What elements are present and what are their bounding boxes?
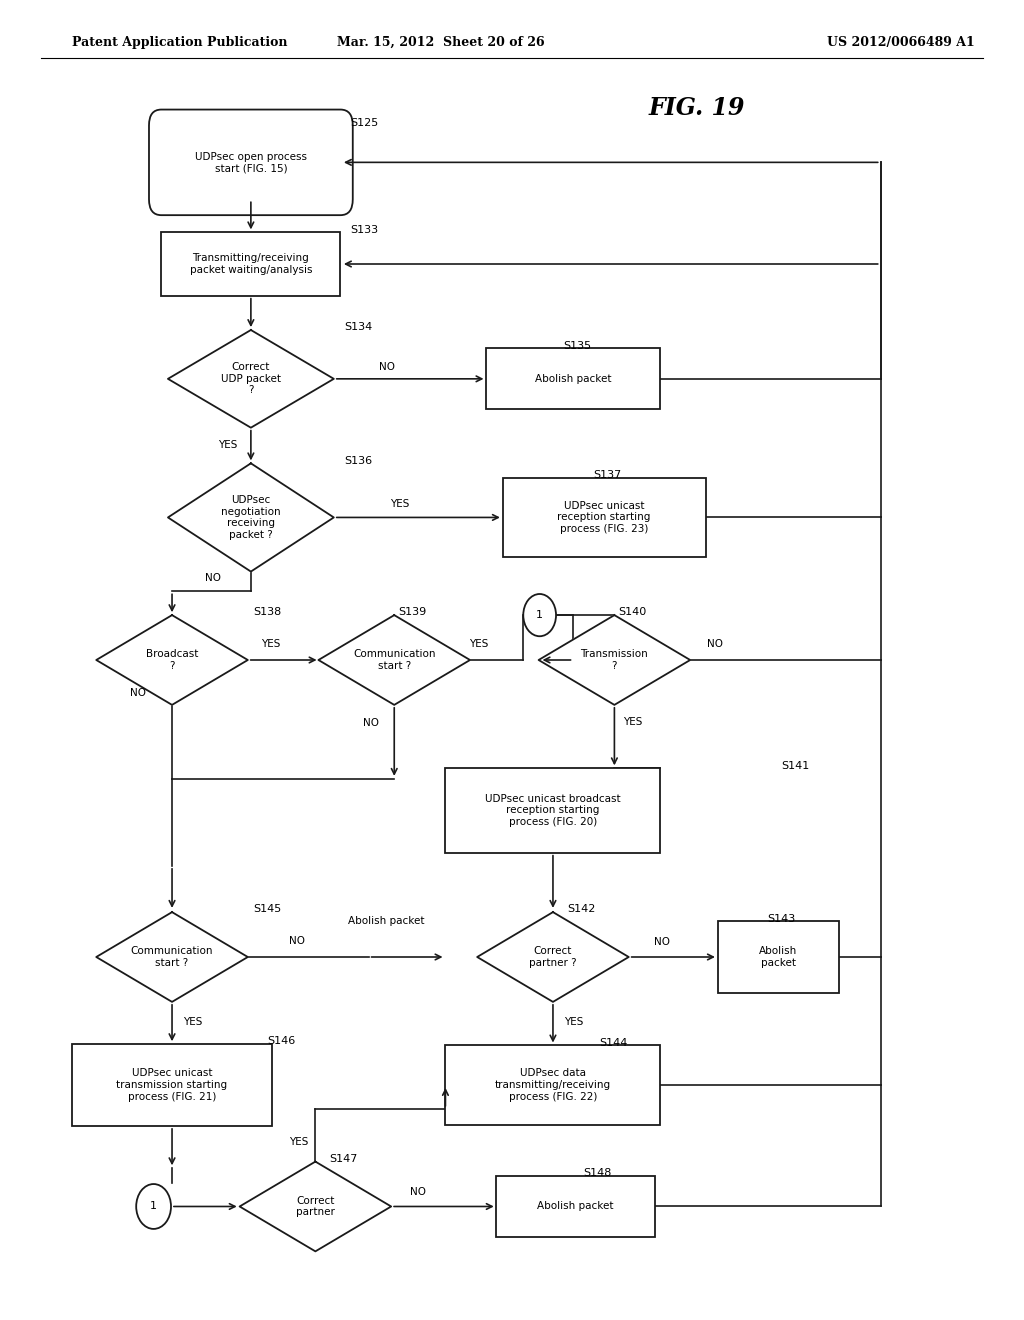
Text: Communication
start ?: Communication start ? bbox=[353, 649, 435, 671]
Polygon shape bbox=[168, 330, 334, 428]
Text: YES: YES bbox=[624, 717, 642, 727]
Text: NO: NO bbox=[379, 362, 395, 372]
Text: S136: S136 bbox=[344, 455, 372, 466]
Text: FIG. 19: FIG. 19 bbox=[648, 96, 744, 120]
Polygon shape bbox=[477, 912, 629, 1002]
Polygon shape bbox=[240, 1162, 391, 1251]
Text: S148: S148 bbox=[584, 1168, 611, 1179]
Text: Abolish
packet: Abolish packet bbox=[759, 946, 798, 968]
Bar bbox=[445, 768, 660, 853]
Text: UDPsec data
transmitting/receiving
process (FIG. 22): UDPsec data transmitting/receiving proce… bbox=[495, 1068, 611, 1102]
FancyBboxPatch shape bbox=[150, 110, 352, 215]
Text: S141: S141 bbox=[781, 760, 810, 771]
Polygon shape bbox=[168, 463, 334, 572]
Text: S143: S143 bbox=[767, 913, 796, 924]
Text: Transmission
?: Transmission ? bbox=[581, 649, 648, 671]
Text: Communication
start ?: Communication start ? bbox=[131, 946, 213, 968]
Text: S138: S138 bbox=[253, 607, 282, 618]
Text: S140: S140 bbox=[618, 607, 647, 618]
Circle shape bbox=[523, 594, 556, 636]
Text: Patent Application Publication: Patent Application Publication bbox=[72, 36, 287, 49]
Text: YES: YES bbox=[261, 639, 280, 649]
Text: Abolish packet: Abolish packet bbox=[536, 374, 611, 384]
Text: NO: NO bbox=[362, 718, 379, 729]
Text: UDPsec unicast
reception starting
process (FIG. 23): UDPsec unicast reception starting proces… bbox=[557, 500, 651, 535]
Text: UDPsec unicast
transmission starting
process (FIG. 21): UDPsec unicast transmission starting pro… bbox=[117, 1068, 227, 1102]
Polygon shape bbox=[318, 615, 470, 705]
Text: 1: 1 bbox=[151, 1201, 157, 1212]
Text: YES: YES bbox=[564, 1016, 583, 1027]
Text: YES: YES bbox=[470, 639, 488, 649]
Text: Mar. 15, 2012  Sheet 20 of 26: Mar. 15, 2012 Sheet 20 of 26 bbox=[337, 36, 544, 49]
Text: NO: NO bbox=[130, 688, 146, 698]
Text: UDPsec unicast broadcast
reception starting
process (FIG. 20): UDPsec unicast broadcast reception start… bbox=[485, 793, 621, 828]
Text: UDPsec open process
start (FIG. 15): UDPsec open process start (FIG. 15) bbox=[195, 152, 307, 173]
Bar bbox=[503, 478, 706, 557]
Polygon shape bbox=[539, 615, 690, 705]
Bar bbox=[72, 1044, 272, 1126]
Text: Correct
partner ?: Correct partner ? bbox=[529, 946, 577, 968]
Polygon shape bbox=[96, 912, 248, 1002]
Text: Correct
UDP packet
?: Correct UDP packet ? bbox=[221, 362, 281, 396]
Text: S145: S145 bbox=[253, 904, 282, 915]
Text: S133: S133 bbox=[350, 224, 379, 235]
Text: S142: S142 bbox=[567, 904, 596, 915]
Text: S147: S147 bbox=[330, 1154, 358, 1164]
Text: UDPsec
negotiation
receiving
packet ?: UDPsec negotiation receiving packet ? bbox=[221, 495, 281, 540]
Text: S134: S134 bbox=[344, 322, 373, 333]
Text: S144: S144 bbox=[599, 1038, 628, 1048]
Bar bbox=[445, 1045, 660, 1125]
Bar bbox=[718, 921, 839, 993]
Text: Broadcast
?: Broadcast ? bbox=[145, 649, 199, 671]
Text: US 2012/0066489 A1: US 2012/0066489 A1 bbox=[827, 36, 975, 49]
Text: YES: YES bbox=[218, 440, 237, 450]
Text: 1: 1 bbox=[537, 610, 543, 620]
Text: S135: S135 bbox=[563, 341, 591, 351]
Circle shape bbox=[136, 1184, 171, 1229]
Text: S139: S139 bbox=[398, 607, 427, 618]
Bar bbox=[497, 1176, 655, 1237]
Text: S125: S125 bbox=[350, 117, 379, 128]
Text: YES: YES bbox=[390, 499, 409, 510]
Text: YES: YES bbox=[290, 1137, 308, 1147]
Text: NO: NO bbox=[289, 936, 305, 946]
Text: Abolish packet: Abolish packet bbox=[538, 1201, 613, 1212]
Text: YES: YES bbox=[183, 1016, 202, 1027]
Polygon shape bbox=[96, 615, 248, 705]
Text: NO: NO bbox=[707, 639, 723, 649]
Text: NO: NO bbox=[653, 937, 670, 948]
Bar bbox=[162, 232, 340, 296]
Text: Abolish packet: Abolish packet bbox=[348, 916, 425, 927]
Text: NO: NO bbox=[205, 573, 221, 583]
Text: S146: S146 bbox=[266, 1036, 295, 1047]
Text: S137: S137 bbox=[593, 470, 622, 480]
Text: Transmitting/receiving
packet waiting/analysis: Transmitting/receiving packet waiting/an… bbox=[189, 253, 312, 275]
Text: Correct
partner: Correct partner bbox=[296, 1196, 335, 1217]
Bar bbox=[486, 348, 660, 409]
Text: NO: NO bbox=[410, 1187, 426, 1197]
